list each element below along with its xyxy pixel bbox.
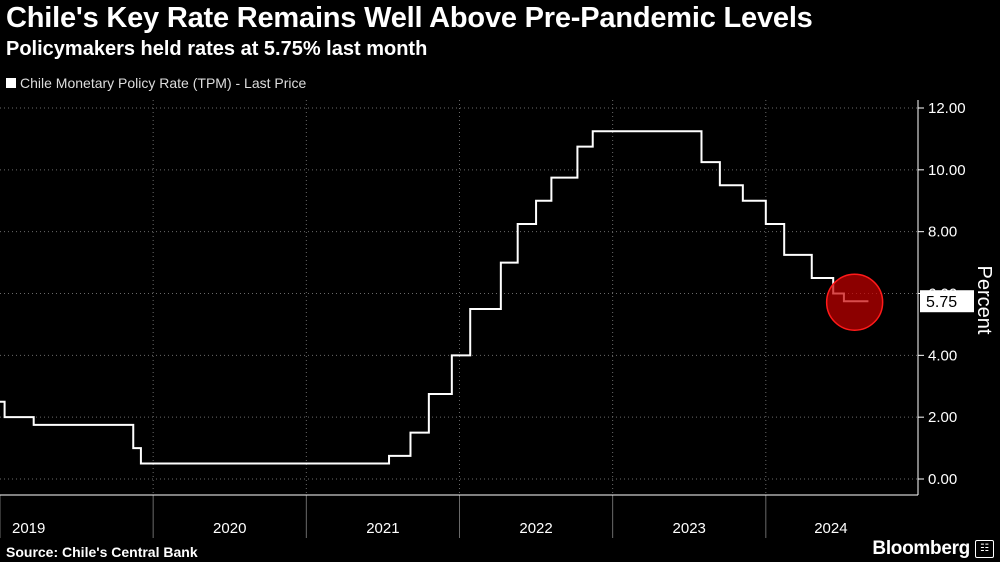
- y-axis-label: Percent: [973, 266, 995, 335]
- chart-subtitle: Policymakers held rates at 5.75% last mo…: [6, 38, 428, 60]
- y-tick-label: 4.00: [928, 347, 957, 364]
- legend-swatch: [6, 78, 16, 88]
- x-tick-label: 2022: [519, 520, 552, 537]
- chart-title: Chile's Key Rate Remains Well Above Pre-…: [6, 2, 813, 34]
- y-tick-label: 10.00: [928, 162, 966, 179]
- bloomberg-logo: Bloomberg: [872, 538, 970, 559]
- x-tick-label: 2021: [366, 520, 399, 537]
- highlight-circle: [825, 273, 884, 331]
- y-tick-label: 12.00: [928, 100, 966, 117]
- legend: Chile Monetary Policy Rate (TPM) - Last …: [6, 75, 306, 91]
- series-line: [0, 130, 869, 465]
- x-tick-label: 2023: [673, 520, 706, 537]
- x-tick-label: 2024: [814, 520, 847, 537]
- last-value-label: 5.75: [926, 294, 957, 311]
- legend-label: Chile Monetary Policy Rate (TPM) - Last …: [20, 75, 307, 91]
- y-tick-label: 0.00: [928, 471, 957, 488]
- last-value-box: [920, 290, 974, 313]
- bloomberg-terminal-icon: ☷: [975, 540, 994, 558]
- y-tick-label: 8.00: [928, 224, 957, 241]
- x-tick-label: 2019: [12, 520, 45, 537]
- source-note: Source: Chile's Central Bank: [6, 544, 198, 560]
- y-tick-label: 2.00: [928, 409, 957, 426]
- x-tick-label: 2020: [213, 520, 246, 537]
